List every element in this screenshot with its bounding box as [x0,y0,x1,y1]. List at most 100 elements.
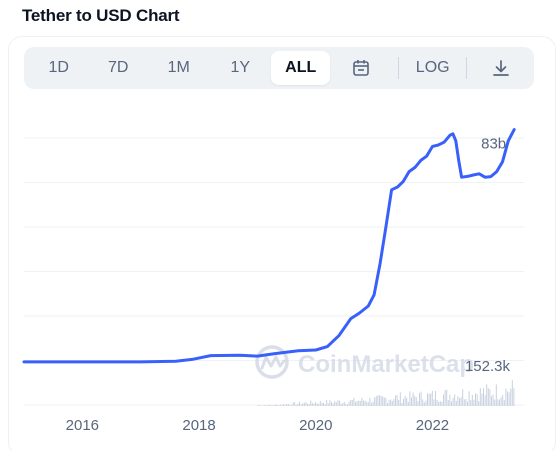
volume-bar [321,402,323,406]
coinmarketcap-watermark: CoinMarketCap [255,345,474,379]
volume-bar [417,401,419,406]
x-tick-label: 2018 [182,417,215,434]
x-tick-label: 2022 [416,417,449,434]
calendar-button[interactable] [330,51,391,85]
range-7d-button[interactable]: 7D [108,59,129,76]
volume-bar [359,400,361,406]
volume-bar [364,400,366,406]
volume-bar [343,401,345,406]
volume-bar [462,389,464,406]
volume-bar [377,395,379,406]
volume-bar [287,404,289,406]
volume-bar [495,384,497,406]
volume-bar [347,404,348,406]
volume-bar [455,400,457,406]
volume-bar [451,401,452,406]
range-1d-button[interactable]: 1D [48,59,69,76]
volume-bar [475,393,476,406]
range-1m-button[interactable]: 1M [167,59,190,76]
volume-bar [487,388,489,406]
volume-bar [372,401,374,406]
volume-bar [297,403,299,406]
volume-bar [499,399,500,406]
volume-bar [351,400,353,406]
volume-bar [265,405,267,406]
volume-bar [388,400,390,406]
volume-bar [327,403,329,406]
download-button[interactable] [473,51,529,85]
volume-bar [292,402,294,406]
volume-bar [483,388,484,406]
volume-bar [323,402,324,406]
volume-bar [436,400,438,406]
volume-bar [407,401,409,406]
volume-bar [340,403,342,406]
volume-bar [361,397,363,406]
volume-bar [356,401,358,406]
volume-bar [508,392,510,406]
volume-bar [390,399,392,406]
volume-bar [281,405,283,406]
volume-bar [303,402,305,406]
volume-bar [471,394,473,406]
x-axis: 2016 2018 2020 2022 [66,417,449,434]
volume-bar [273,405,275,406]
volume-bar [259,405,260,406]
volume-bar [382,396,384,406]
download-icon [493,60,510,76]
volume-bar [398,400,400,406]
volume-bar [446,389,448,406]
volume-bar [415,397,417,406]
volume-bar [318,404,320,406]
volume-bar [491,396,492,406]
volume-bar [503,400,505,406]
volume-bar [284,405,286,406]
volume-bar [492,394,494,406]
volume-bar [500,397,502,406]
range-1y-button[interactable]: 1Y [230,59,251,76]
volume-bar [393,399,395,406]
volume-bar [422,399,424,406]
volume-bar [513,388,515,406]
calendar-icon [353,60,370,76]
volume-bar [348,401,350,406]
price-chart[interactable]: CoinMarketCap 83b 152.3k 2016 2018 2020 202… [0,100,556,451]
volume-bar [335,402,337,406]
volume-bar [447,400,449,406]
volume-bar [342,403,344,406]
volume-bar [505,388,507,406]
volume-bar [486,384,488,406]
volume-bar [404,396,406,406]
volume-bar [399,392,401,406]
volume-bar [294,402,296,406]
volume-bar [411,397,412,406]
volume-bar [329,399,331,406]
volume-bar [385,398,387,406]
volume-bar [435,391,436,406]
volume-bar [463,399,465,406]
volume-bar [332,403,334,406]
log-scale-button[interactable]: LOG [415,59,450,76]
volume-bar [433,399,435,406]
volume-bar [299,401,300,406]
volume-bar [497,399,499,406]
volume-bar [257,405,259,406]
volume-bar [358,400,360,406]
volume-bar [283,404,284,406]
volume-bar [367,402,369,406]
volume-bar [427,393,428,406]
volume-bars [257,380,515,406]
volume-bar [387,403,388,406]
volume-bar [481,393,483,406]
range-all-button[interactable]: ALL [270,51,331,85]
volume-bar [355,402,356,406]
volume-label: 152.3k [465,358,511,375]
volume-bar [414,395,416,406]
coinmarketcap-logo-icon [255,345,289,379]
volume-bar [443,394,444,406]
volume-bar [476,394,478,406]
volume-bar [383,397,385,406]
volume-bar [460,397,462,406]
volume-bar [271,405,273,406]
volume-bar [316,403,318,406]
